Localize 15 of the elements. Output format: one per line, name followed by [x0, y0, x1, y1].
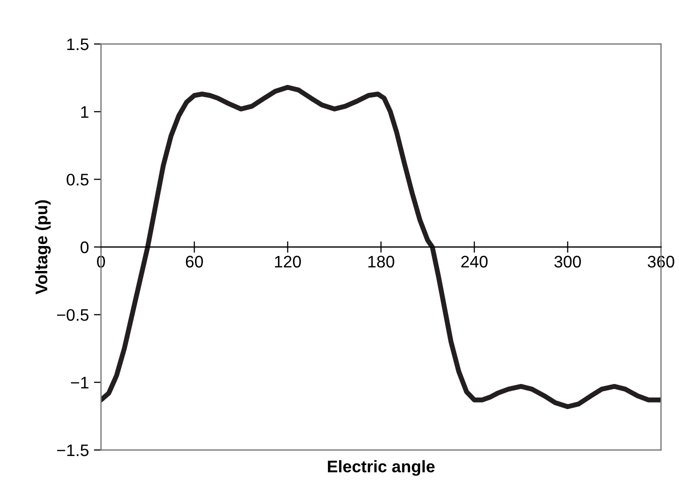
y-tick-label: 0.5 — [66, 174, 88, 186]
x-axis-title: Electric angle — [328, 460, 435, 476]
y-tick-label: 1.5 — [67, 38, 88, 50]
x-tick-label: 360 — [648, 256, 674, 268]
y-tick-label: 1 — [81, 106, 88, 118]
y-tick-label: −0.5 — [57, 309, 88, 321]
x-tick-label: 180 — [368, 256, 394, 268]
x-tick-label: 60 — [186, 256, 203, 268]
x-tick-label: 300 — [554, 256, 581, 268]
y-tick-label: 0 — [80, 241, 89, 254]
x-tick-label: 120 — [275, 256, 301, 268]
y-axis-title: Voltage (pu) — [35, 200, 51, 294]
x-tick-label: 240 — [461, 256, 488, 268]
y-tick-label: −1.5 — [57, 444, 88, 456]
y-tick-label: −1 — [71, 376, 88, 388]
